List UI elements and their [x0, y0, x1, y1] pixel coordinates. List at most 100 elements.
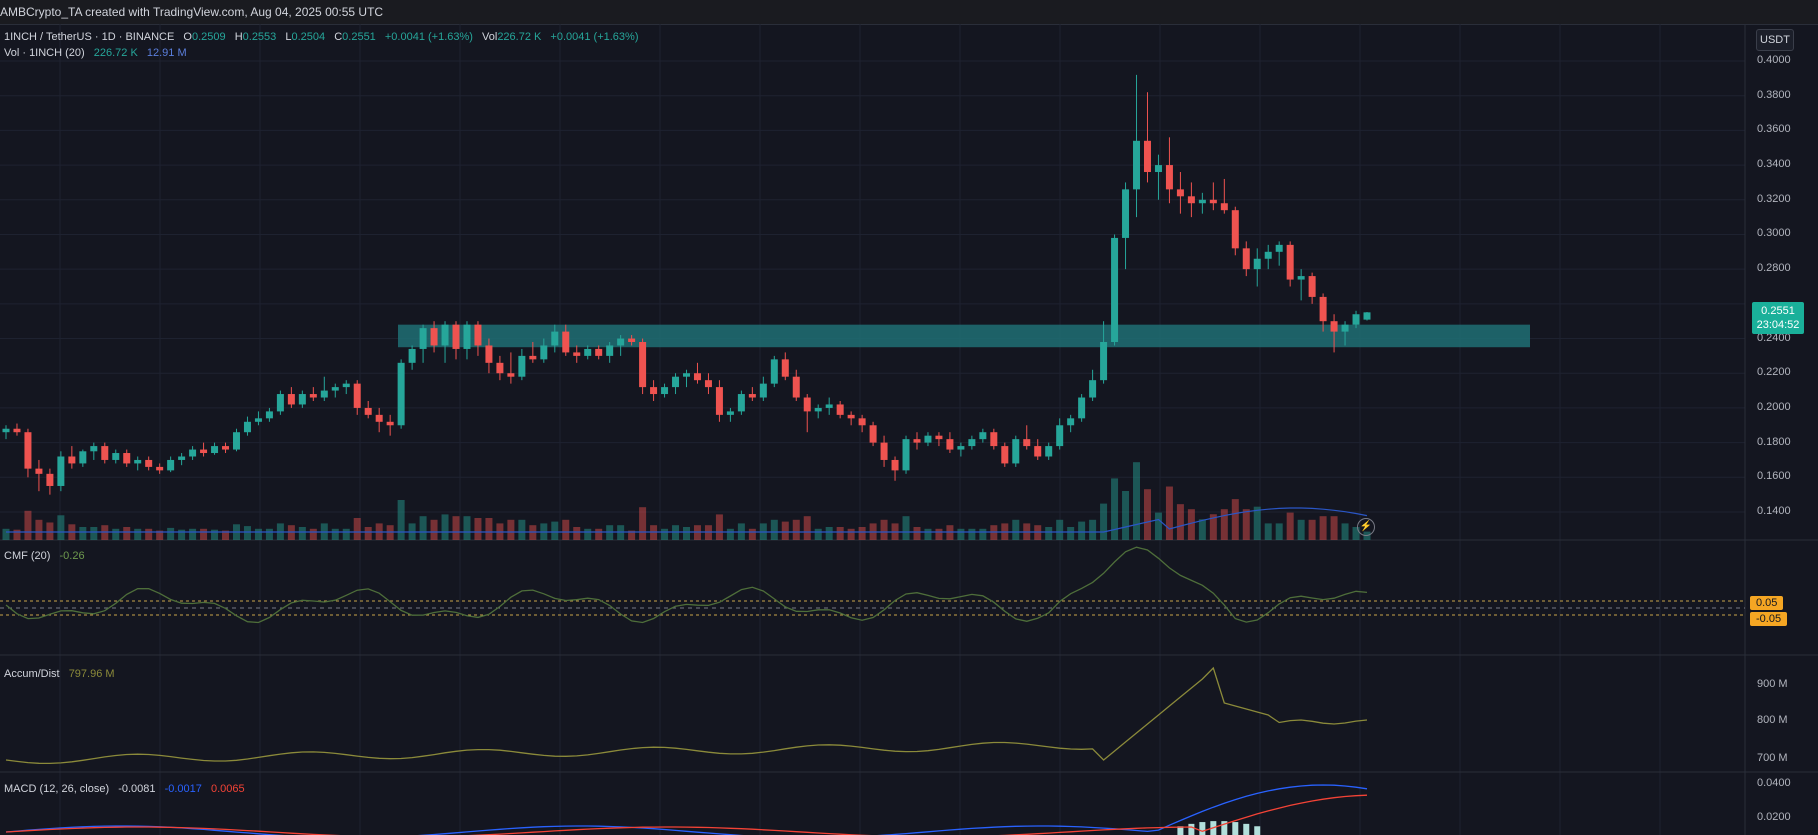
volume-bar [463, 516, 471, 540]
volume-indicator-label[interactable]: Vol · 1INCH (20) [4, 47, 85, 59]
ad-label[interactable]: Accum/Dist [4, 668, 60, 680]
lightning-icon[interactable]: ⚡ [1357, 518, 1375, 536]
candle-body [342, 383, 350, 388]
macd-histogram-bar [1254, 826, 1261, 835]
candle-body [1352, 314, 1360, 325]
candle-body [529, 355, 537, 360]
signal-line [5, 794, 1368, 835]
macd-value-2: -0.0017 [164, 783, 202, 795]
current-price: 0.2551 [1761, 305, 1795, 317]
candle-body [1231, 210, 1239, 249]
symbol-label[interactable]: 1INCH / TetherUS · 1D · BINANCE [4, 31, 175, 43]
candle-body [672, 376, 680, 388]
candle-body [748, 394, 756, 398]
macd-legend: MACD (12, 26, close) -0.0081 -0.0017 0.0… [4, 783, 251, 795]
volume-legend: Vol · 1INCH (20) 226.72 K 12.91 M [4, 47, 193, 59]
volume-bar [1198, 519, 1206, 540]
macd-histogram-bar [1177, 826, 1184, 835]
candle-body [891, 459, 899, 471]
volume-bar [847, 528, 855, 540]
vol-label: Vol [482, 31, 498, 43]
candle-body [946, 439, 954, 450]
candle-body [781, 359, 789, 377]
volume-bar [13, 529, 21, 540]
candle-body [814, 407, 822, 412]
candle-body [397, 362, 405, 426]
candle-body [1154, 165, 1162, 173]
ad-value: 797.96 M [68, 668, 115, 680]
volume-bar [792, 519, 800, 540]
candle-body [1363, 312, 1371, 320]
volume-bar [90, 527, 98, 540]
volume-bar [211, 529, 219, 540]
volume-bar [430, 519, 438, 540]
candle-body [463, 324, 471, 349]
low-value: 0.2504 [291, 31, 326, 43]
low-label: L [285, 31, 292, 43]
volume-bar [803, 516, 811, 540]
volume-bar [825, 527, 833, 540]
candle-body [737, 394, 745, 412]
volume-bar [1286, 512, 1294, 540]
candle-body [518, 355, 526, 377]
candle-body [715, 387, 723, 415]
candle-body [298, 394, 306, 405]
volume-bar [628, 530, 636, 540]
candle-body [1319, 296, 1327, 322]
volume-bar [573, 527, 581, 540]
candle-body [847, 414, 855, 419]
volume-bar [178, 529, 186, 540]
volume-bar [254, 528, 262, 540]
volume-bar [1012, 519, 1020, 540]
candle-body [792, 376, 800, 398]
candle-body [485, 345, 493, 363]
candle-body [254, 418, 262, 422]
macd-label[interactable]: MACD (12, 26, close) [4, 783, 110, 795]
volume-bar [639, 507, 647, 540]
volume-bar [24, 510, 32, 540]
volume-bar [397, 500, 405, 540]
candle-body [222, 446, 230, 450]
macd-axis-0400: 0.0400 [1757, 777, 1791, 789]
price-axis-label: 0.4000 [1757, 54, 1791, 66]
volume-ma-line [6, 507, 1368, 533]
volume-bar [1308, 519, 1316, 540]
cmf-label[interactable]: CMF (20) [4, 550, 51, 562]
candle-body [803, 397, 811, 412]
volume-bar [913, 527, 921, 540]
volume-bar [836, 527, 844, 540]
candle-body [452, 324, 460, 349]
volume-bar [1352, 527, 1360, 540]
chart-canvas[interactable] [0, 24, 1818, 835]
currency-button[interactable]: USDT [1756, 29, 1794, 51]
price-axis-label: 0.1400 [1757, 505, 1791, 517]
candle-body [13, 428, 21, 433]
volume-bar [924, 528, 932, 540]
price-axis-label: 0.3600 [1757, 123, 1791, 136]
candle-body [364, 407, 372, 415]
candle-body [1275, 244, 1283, 252]
candle-body [419, 328, 427, 349]
volume-bar [123, 527, 131, 540]
candle-body [1220, 203, 1228, 211]
price-axis-label: 0.3200 [1757, 192, 1791, 205]
cmf-value: -0.26 [59, 550, 85, 562]
candle-body [1297, 276, 1305, 280]
volume-bar [1045, 527, 1053, 540]
volume-bar [200, 528, 208, 540]
candle-body [968, 439, 976, 447]
candle-body [101, 446, 109, 460]
volume-bar [79, 527, 87, 540]
volume-bar [452, 516, 460, 540]
candle-body [1078, 397, 1086, 419]
candle-body [1034, 446, 1042, 457]
volume-bar [134, 528, 142, 540]
volume-bar [880, 519, 888, 540]
candle-body [858, 418, 866, 426]
candle-body [320, 390, 328, 398]
candle-body [836, 404, 844, 415]
candle-body [1308, 276, 1316, 297]
volume-bar [243, 526, 251, 540]
volume-bar [485, 518, 493, 540]
cmf-legend: CMF (20) -0.26 [4, 550, 91, 562]
